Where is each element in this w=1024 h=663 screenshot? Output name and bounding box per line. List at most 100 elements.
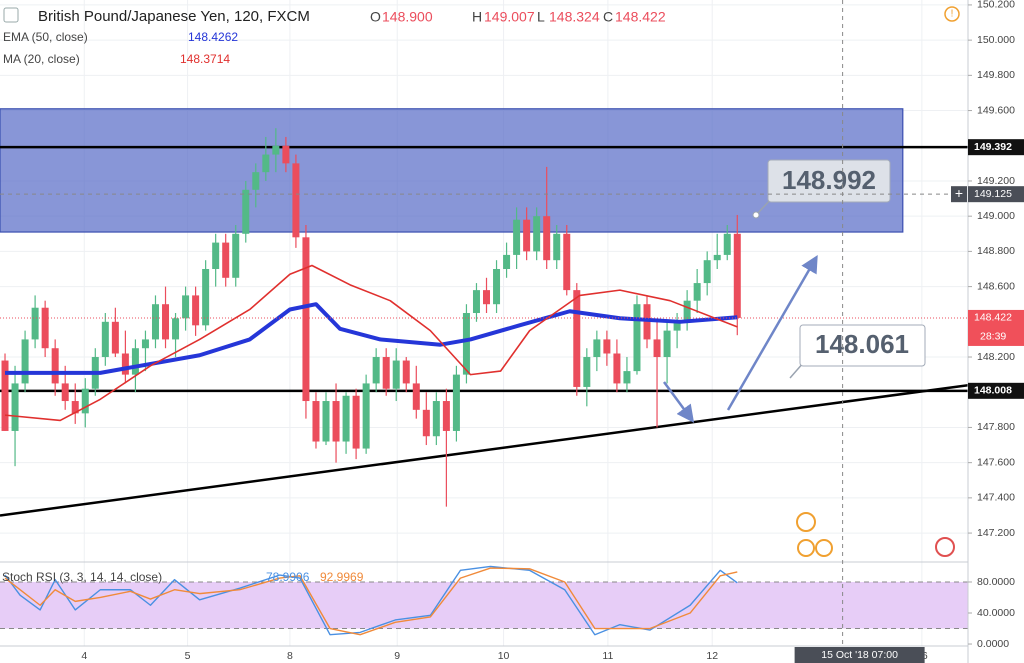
countdown: 28:39 — [980, 331, 1006, 343]
candle-body — [232, 233, 240, 278]
candle-body — [21, 339, 29, 384]
x-tick-label: 10 — [498, 650, 510, 662]
candle-body — [603, 339, 611, 354]
candle-body — [713, 254, 721, 261]
candle-body — [101, 321, 109, 358]
candle-body — [262, 154, 270, 173]
indicator-value: 148.4262 — [188, 30, 238, 44]
stoch-tick-label: 80.0000 — [977, 576, 1015, 588]
candle-body — [362, 383, 370, 449]
candle-body — [61, 383, 69, 402]
candle-body — [733, 233, 741, 318]
candle-body — [653, 339, 661, 358]
callout-anchor — [752, 211, 760, 219]
y-tick-label: 148.200 — [977, 351, 1015, 363]
candle-body — [282, 145, 290, 164]
candle-body — [252, 172, 260, 190]
candle-body — [272, 145, 280, 155]
ohlc-value: 148.324 — [549, 9, 600, 25]
candle-body — [292, 163, 300, 238]
candle-body — [402, 360, 410, 384]
collapse-icon[interactable] — [3, 7, 19, 23]
y-tick-label: 149.000 — [977, 210, 1015, 222]
y-tick-label: 149.800 — [977, 69, 1015, 81]
stoch-tick-label: 40.0000 — [977, 607, 1015, 619]
stoch-tick-label: 0.0000 — [977, 638, 1009, 650]
candle-body — [141, 339, 149, 349]
event-icon[interactable] — [815, 539, 833, 557]
price-pane — [0, 108, 968, 517]
crosshair-x-label: 15 Oct '18 07:00 — [821, 649, 898, 661]
candle-body — [392, 360, 400, 389]
candle-body — [352, 395, 360, 449]
candle-body — [432, 401, 440, 437]
alert-icon[interactable] — [944, 6, 960, 22]
callout-text: 148.992 — [782, 165, 876, 195]
alert-icon-mark: ! — [951, 9, 954, 20]
x-tick-label: 4 — [81, 650, 87, 662]
grid — [0, 0, 968, 646]
y-tick-label: 147.400 — [977, 492, 1015, 504]
candle-body — [422, 409, 430, 437]
trendline — [0, 383, 968, 517]
stoch-value: 92.9969 — [320, 570, 364, 584]
candle-body — [41, 307, 49, 349]
y-tick-label: 149.200 — [977, 175, 1015, 187]
candle-body — [623, 371, 631, 384]
ohlc-value: 149.007 — [484, 9, 535, 25]
x-tick-label: 8 — [287, 650, 293, 662]
price-label-bg — [968, 309, 1024, 346]
callout-box — [799, 324, 926, 367]
candle-body — [543, 216, 551, 261]
y-tick-label: 147.600 — [977, 456, 1015, 468]
candle-body — [523, 219, 531, 252]
y-tick-label: 147.800 — [977, 421, 1015, 433]
ohlc-letter: L — [537, 9, 545, 25]
candle-body — [673, 321, 681, 331]
candle-body — [483, 290, 491, 305]
x-tick-label: 9 — [394, 650, 400, 662]
candle-body — [553, 233, 561, 261]
indicator-name: EMA (50, close) — [3, 30, 88, 44]
candle-body — [693, 283, 701, 301]
candle-body — [162, 304, 170, 340]
candle-body — [703, 260, 711, 284]
candle-body — [513, 219, 521, 255]
ohlc-letter: C — [603, 9, 613, 25]
event-icon[interactable] — [797, 539, 815, 557]
candle-body — [593, 339, 601, 358]
indicator-value: 148.3714 — [180, 52, 230, 66]
candle-body — [573, 290, 581, 387]
candle-body — [533, 216, 541, 252]
candle-body — [11, 383, 19, 431]
stoch-value: 78.9906 — [266, 570, 310, 584]
y-tick-label: 150.000 — [977, 34, 1015, 46]
candle-body — [633, 304, 641, 372]
indicator-name: MA (20, close) — [3, 52, 80, 66]
add-button[interactable] — [951, 186, 967, 203]
arrow-up — [726, 254, 818, 411]
y-tick-label: 149.600 — [977, 104, 1015, 116]
candle-body — [322, 401, 330, 442]
level-label-bg — [968, 382, 1024, 399]
candle-body — [212, 242, 220, 269]
add-button-label: + — [955, 185, 963, 201]
x-tick-label: 12 — [706, 650, 718, 662]
indicator-line — [5, 302, 738, 375]
candle-body — [202, 268, 210, 326]
candle-body — [151, 304, 159, 340]
candle-body — [382, 357, 390, 389]
candle-body — [503, 254, 511, 269]
candle-body — [663, 330, 671, 358]
y-tick-label: 148.600 — [977, 280, 1015, 292]
ohlc-value: 148.422 — [615, 9, 666, 25]
candle-body — [131, 348, 139, 375]
y-tick-label: 150.200 — [977, 0, 1015, 11]
candle-body — [493, 268, 501, 305]
event-icon[interactable] — [796, 512, 816, 532]
candle-body — [442, 401, 450, 431]
chart-title: British Pound/Japanese Yen, 120, FXCM — [38, 8, 310, 25]
candle-body — [222, 242, 230, 278]
event-icon[interactable] — [935, 537, 955, 557]
